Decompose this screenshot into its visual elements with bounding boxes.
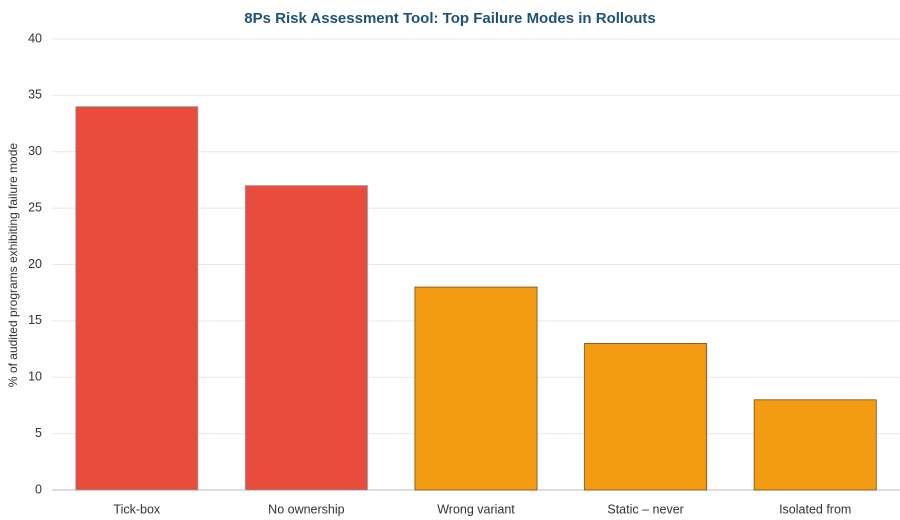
y-tick-label: 30	[28, 144, 42, 158]
y-tick-label: 10	[28, 370, 42, 384]
bar	[414, 286, 538, 491]
y-tick-label: 20	[28, 257, 42, 271]
y-axis-label: % of audited programs exhibiting failure…	[6, 143, 20, 387]
x-tick-label: Wrong variant	[437, 502, 515, 516]
y-tick-label: 5	[35, 426, 42, 440]
bar	[584, 343, 708, 491]
bar	[753, 399, 877, 491]
x-tick-label: No ownership	[268, 502, 344, 516]
x-tick-label: Isolated from	[779, 502, 851, 516]
bar	[75, 106, 199, 491]
bar	[244, 185, 368, 491]
x-tick-label: Static – never	[607, 502, 683, 516]
x-tick-label: Tick-box	[113, 502, 161, 516]
chart-title: 8Ps Risk Assessment Tool: Top Failure Mo…	[244, 10, 655, 27]
y-tick-label: 25	[28, 200, 42, 214]
y-tick-label: 15	[28, 313, 42, 327]
y-tick-label: 40	[28, 31, 42, 45]
y-tick-label: 0	[35, 482, 42, 496]
y-tick-label: 35	[28, 88, 42, 102]
